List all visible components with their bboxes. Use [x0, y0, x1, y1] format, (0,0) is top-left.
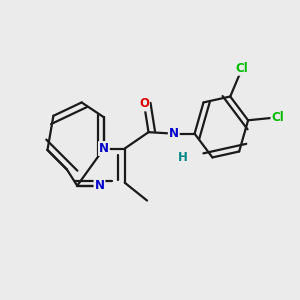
Text: Cl: Cl — [236, 62, 248, 75]
Text: O: O — [139, 98, 149, 110]
Text: H: H — [178, 151, 188, 164]
Text: Cl: Cl — [272, 111, 284, 124]
Text: N: N — [94, 179, 104, 192]
Text: N: N — [99, 142, 109, 155]
Text: N: N — [169, 127, 179, 140]
